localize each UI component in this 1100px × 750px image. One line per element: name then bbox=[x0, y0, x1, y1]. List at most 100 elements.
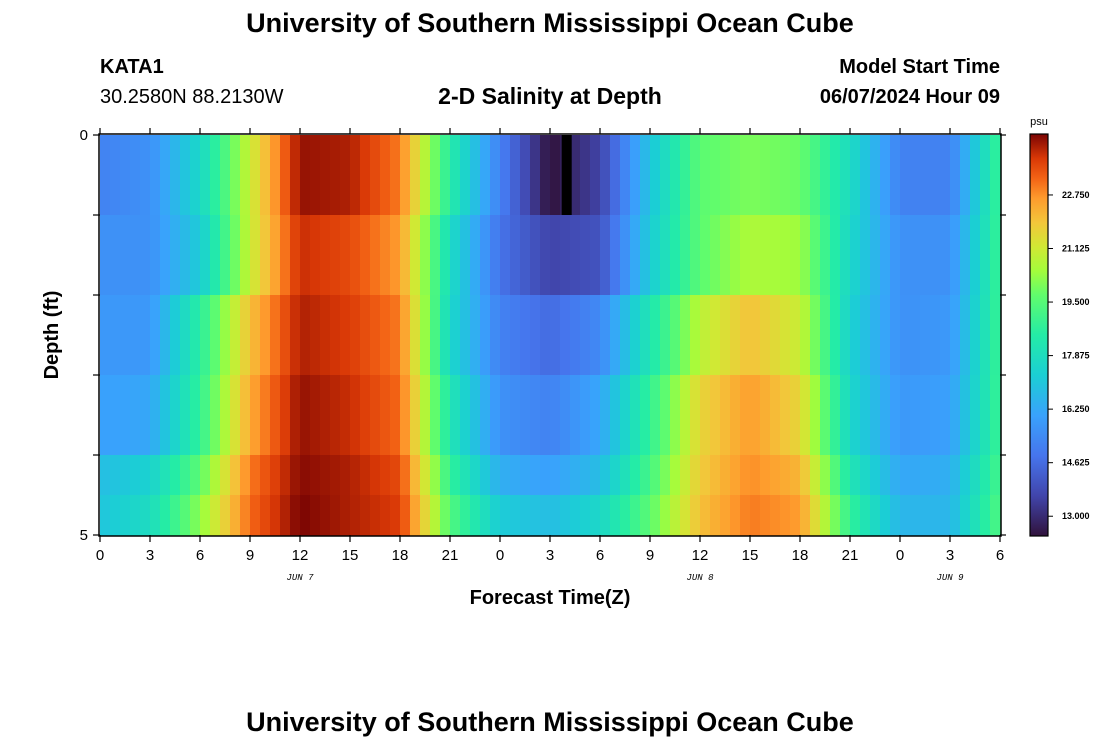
heatmap-cell bbox=[940, 455, 951, 496]
heatmap-cell bbox=[810, 215, 821, 296]
heatmap-cell bbox=[370, 135, 381, 216]
heatmap-cell bbox=[250, 375, 261, 456]
heatmap-cell bbox=[730, 215, 741, 296]
heatmap-cell bbox=[890, 135, 901, 216]
heatmap-cell bbox=[640, 455, 651, 496]
heatmap-cell bbox=[530, 375, 541, 456]
heatmap-cell bbox=[780, 455, 791, 496]
heatmap-cell bbox=[430, 215, 441, 296]
heatmap-cell bbox=[730, 135, 741, 216]
heatmap-cell bbox=[750, 375, 761, 456]
station-coordinates: 30.2580N 88.2130W bbox=[100, 86, 284, 108]
heatmap-cell bbox=[980, 495, 991, 536]
heatmap-cell bbox=[540, 375, 551, 456]
heatmap-cell bbox=[950, 455, 961, 496]
heatmap-cell bbox=[430, 135, 441, 216]
heatmap-cell bbox=[190, 295, 201, 376]
heatmap-cell bbox=[850, 295, 861, 376]
heatmap-cell bbox=[790, 495, 801, 536]
heatmap-cell bbox=[830, 455, 841, 496]
heatmap-cell bbox=[720, 495, 731, 536]
heatmap-cell bbox=[350, 495, 361, 536]
heatmap-cell bbox=[260, 295, 271, 376]
heatmap-cell bbox=[310, 455, 321, 496]
heatmap-cell bbox=[560, 215, 571, 296]
heatmap-cell bbox=[810, 295, 821, 376]
colorbar-gradient bbox=[1029, 133, 1049, 537]
heatmap-cell bbox=[680, 375, 691, 456]
heatmap-cell bbox=[320, 295, 331, 376]
heatmap-cell bbox=[150, 135, 161, 216]
heatmap-cell bbox=[610, 375, 621, 456]
heatmap-cell bbox=[600, 455, 611, 496]
colorbar-tick-label: 16.250 bbox=[1062, 404, 1090, 414]
heatmap-cell bbox=[260, 375, 271, 456]
heatmap-cell bbox=[440, 215, 451, 296]
heatmap-cell bbox=[630, 215, 641, 296]
heatmap-cell bbox=[700, 295, 711, 376]
heatmap-cell bbox=[470, 295, 481, 376]
heatmap-cell bbox=[880, 455, 891, 496]
heatmap-cell bbox=[880, 135, 891, 216]
heatmap-cell bbox=[200, 495, 211, 536]
heatmap-cell bbox=[210, 375, 221, 456]
heatmap-cell bbox=[180, 495, 191, 536]
heatmap-cell bbox=[300, 135, 311, 216]
model-start-time: 06/07/2024 Hour 09 bbox=[819, 86, 1000, 108]
heatmap-cell bbox=[760, 135, 771, 216]
heatmap-cell bbox=[660, 295, 671, 376]
heatmap-cell bbox=[670, 375, 681, 456]
heatmap-cell bbox=[730, 375, 741, 456]
heatmap-cell bbox=[140, 215, 151, 296]
heatmap-cell bbox=[550, 215, 561, 296]
heatmap-cell bbox=[620, 215, 631, 296]
heatmap-cell bbox=[470, 455, 481, 496]
heatmap-cell bbox=[580, 295, 591, 376]
heatmap-cell bbox=[410, 455, 421, 496]
heatmap-cell bbox=[590, 215, 601, 296]
heatmap-cell bbox=[930, 135, 941, 216]
heatmap-cell bbox=[270, 495, 281, 536]
heatmap-cell bbox=[460, 295, 471, 376]
heatmap-cell bbox=[990, 375, 1001, 456]
heatmap-cell bbox=[130, 215, 141, 296]
heatmap-cell bbox=[890, 215, 901, 296]
heatmap-cell bbox=[160, 495, 171, 536]
heatmap-cell bbox=[620, 455, 631, 496]
page-title: University of Southern Mississippi Ocean… bbox=[246, 8, 854, 38]
heatmap-cell bbox=[170, 215, 181, 296]
heatmap-cell bbox=[580, 375, 591, 456]
heatmap-cell bbox=[690, 295, 701, 376]
heatmap-cell bbox=[330, 375, 341, 456]
heatmap-cell bbox=[620, 495, 631, 536]
x-tick-label: 12 bbox=[292, 547, 309, 564]
heatmap-cell bbox=[450, 215, 461, 296]
heatmap-cell bbox=[810, 375, 821, 456]
heatmap-cell bbox=[810, 495, 821, 536]
heatmap-cell bbox=[920, 375, 931, 456]
heatmap-cell bbox=[840, 455, 851, 496]
heatmap-cell bbox=[390, 375, 401, 456]
heatmap-cell bbox=[590, 495, 601, 536]
heatmap-cell bbox=[320, 215, 331, 296]
heatmap-cell bbox=[180, 295, 191, 376]
heatmap-cell bbox=[350, 295, 361, 376]
colorbar-tick-label: 21.125 bbox=[1062, 244, 1090, 254]
heatmap-cell bbox=[380, 495, 391, 536]
heatmap-cell bbox=[990, 215, 1001, 296]
heatmap-cell bbox=[530, 455, 541, 496]
heatmap-cell bbox=[620, 295, 631, 376]
heatmap-cell bbox=[940, 295, 951, 376]
heatmap-cell bbox=[830, 215, 841, 296]
heatmap-cell bbox=[890, 295, 901, 376]
heatmap-cell bbox=[690, 455, 701, 496]
heatmap-cell bbox=[600, 135, 611, 216]
heatmap-cell bbox=[970, 455, 981, 496]
heatmap-cell bbox=[550, 455, 561, 496]
heatmap-cell bbox=[590, 455, 601, 496]
heatmap-cell bbox=[720, 215, 731, 296]
heatmap-cell bbox=[100, 135, 111, 216]
heatmap-cell bbox=[490, 375, 501, 456]
heatmap-cell bbox=[410, 495, 421, 536]
heatmap-cell bbox=[400, 495, 411, 536]
